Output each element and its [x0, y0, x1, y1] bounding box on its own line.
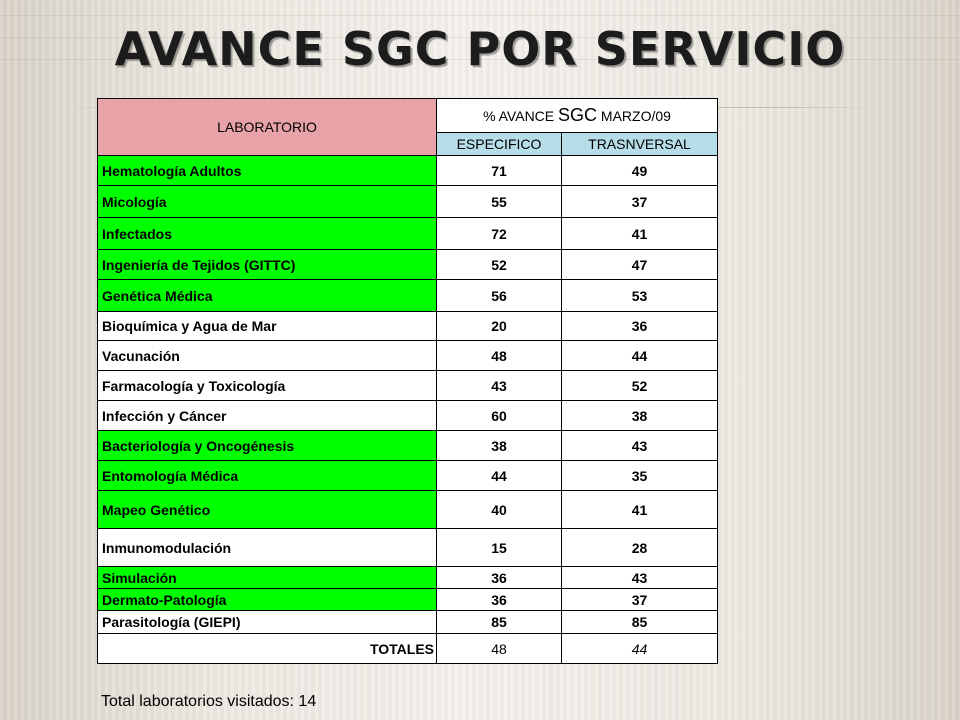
- header-laboratorio: LABORATORIO: [97, 98, 437, 156]
- totals-row: TOTALES 48 44: [97, 633, 718, 664]
- row-transversal: 43: [561, 566, 718, 589]
- table-row: Farmacología y Toxicología 43 52: [97, 370, 718, 401]
- background-line: [0, 37, 960, 38]
- row-name: Dermato-Patología: [97, 588, 437, 611]
- background-line: [0, 15, 960, 16]
- row-especifico: 55: [436, 185, 562, 218]
- row-transversal: 37: [561, 588, 718, 611]
- row-transversal: 36: [561, 311, 718, 341]
- row-especifico: 85: [436, 610, 562, 634]
- row-especifico: 20: [436, 311, 562, 341]
- table-row: Infección y Cáncer 60 38: [97, 400, 718, 431]
- row-name: Bacteriología y Oncogénesis: [97, 430, 437, 461]
- row-name: Micología: [97, 185, 437, 218]
- row-transversal: 53: [561, 279, 718, 312]
- row-transversal: 28: [561, 528, 718, 567]
- row-name: Genética Médica: [97, 279, 437, 312]
- table-row: Entomología Médica 44 35: [97, 460, 718, 491]
- header-avance-prefix: % AVANCE: [483, 108, 559, 124]
- row-name: Bioquímica y Agua de Mar: [97, 311, 437, 341]
- row-especifico: 71: [436, 155, 562, 186]
- row-especifico: 56: [436, 279, 562, 312]
- row-especifico: 15: [436, 528, 562, 567]
- header-transversal: TRASNVERSAL: [561, 132, 718, 156]
- row-name: Mapeo Genético: [97, 490, 437, 529]
- row-transversal: 35: [561, 460, 718, 491]
- header-avance-sgc: SGC: [558, 105, 598, 125]
- row-name: Simulación: [97, 566, 437, 589]
- table-row: Simulación 36 43: [97, 566, 718, 589]
- header-avance: % AVANCE SGC MARZO/09: [436, 98, 718, 133]
- avance-table: LABORATORIO % AVANCE SGC MARZO/09 ESPECI…: [97, 98, 718, 664]
- table-row: Mapeo Genético 40 41: [97, 490, 718, 529]
- row-name: Hematología Adultos: [97, 155, 437, 186]
- table-row: Micología 55 37: [97, 185, 718, 218]
- row-transversal: 85: [561, 610, 718, 634]
- row-especifico: 38: [436, 430, 562, 461]
- table-row: Inmunomodulación 15 28: [97, 528, 718, 567]
- row-especifico: 60: [436, 400, 562, 431]
- totals-transversal: 44: [561, 633, 718, 664]
- table-row: Ingeniería de Tejidos (GITTC) 52 47: [97, 249, 718, 280]
- table-row: Vacunación 48 44: [97, 340, 718, 371]
- row-transversal: 41: [561, 490, 718, 529]
- totals-label: TOTALES: [97, 633, 437, 664]
- row-especifico: 36: [436, 566, 562, 589]
- row-name: Infectados: [97, 217, 437, 250]
- totals-especifico: 48: [436, 633, 562, 664]
- table-row: Hematología Adultos 71 49: [97, 155, 718, 186]
- header-avance-suffix: MARZO/09: [597, 108, 671, 124]
- row-transversal: 44: [561, 340, 718, 371]
- row-name: Ingeniería de Tejidos (GITTC): [97, 249, 437, 280]
- row-transversal: 47: [561, 249, 718, 280]
- row-especifico: 48: [436, 340, 562, 371]
- row-name: Inmunomodulación: [97, 528, 437, 567]
- row-name: Infección y Cáncer: [97, 400, 437, 431]
- row-especifico: 40: [436, 490, 562, 529]
- row-transversal: 41: [561, 217, 718, 250]
- row-transversal: 37: [561, 185, 718, 218]
- row-especifico: 43: [436, 370, 562, 401]
- row-especifico: 44: [436, 460, 562, 491]
- table-row: Dermato-Patología 36 37: [97, 588, 718, 611]
- page-title: AVANCE SGC POR SERVICIO: [114, 22, 846, 76]
- row-transversal: 43: [561, 430, 718, 461]
- row-name: Farmacología y Toxicología: [97, 370, 437, 401]
- row-transversal: 49: [561, 155, 718, 186]
- table-row: Parasitología (GIEPI) 85 85: [97, 610, 718, 634]
- row-especifico: 72: [436, 217, 562, 250]
- row-transversal: 52: [561, 370, 718, 401]
- table-row: Infectados 72 41: [97, 217, 718, 250]
- table-row: Genética Médica 56 53: [97, 279, 718, 312]
- row-especifico: 52: [436, 249, 562, 280]
- row-especifico: 36: [436, 588, 562, 611]
- row-name: Parasitología (GIEPI): [97, 610, 437, 634]
- table-row: Bacteriología y Oncogénesis 38 43: [97, 430, 718, 461]
- row-transversal: 38: [561, 400, 718, 431]
- row-name: Vacunación: [97, 340, 437, 371]
- footer-note: Total laboratorios visitados: 14: [101, 693, 317, 710]
- header-especifico: ESPECIFICO: [436, 132, 562, 156]
- background-line: [0, 59, 960, 60]
- table-row: Bioquímica y Agua de Mar 20 36: [97, 311, 718, 341]
- row-name: Entomología Médica: [97, 460, 437, 491]
